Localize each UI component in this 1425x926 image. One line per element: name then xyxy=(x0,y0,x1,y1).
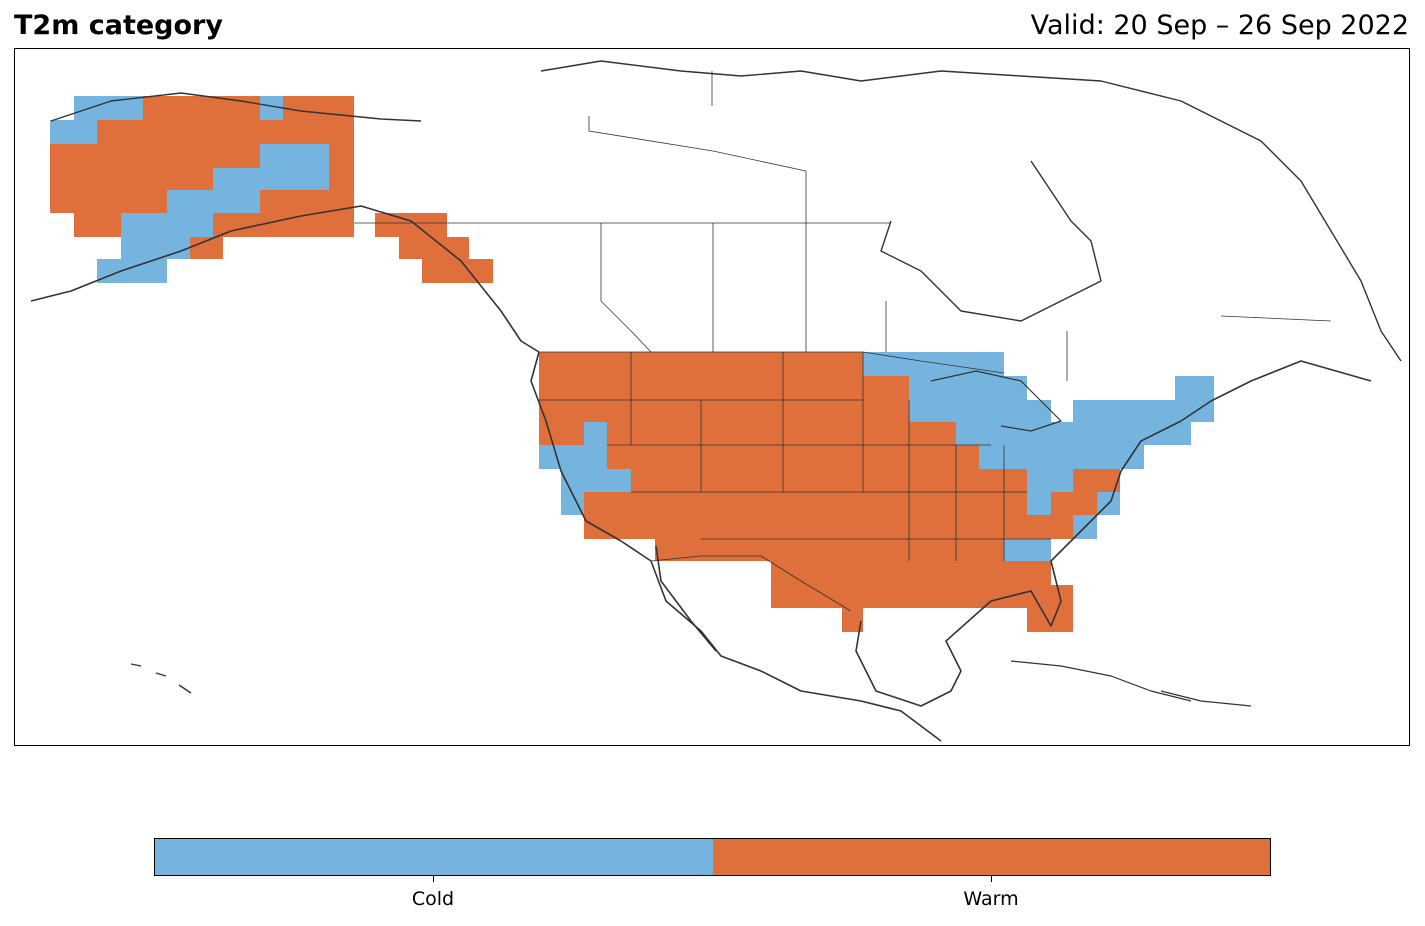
northern-coastline xyxy=(540,60,1402,362)
colorbar-warm-swatch xyxy=(712,839,1270,875)
warm-cell-alaska xyxy=(97,120,354,144)
colorbar xyxy=(154,838,1271,876)
cold-cell-conus xyxy=(909,376,1027,400)
cold-cell-conus xyxy=(539,445,561,469)
canada-territory-border xyxy=(588,116,807,172)
hudson-bay-coastline xyxy=(880,160,1102,322)
arctic-coastline xyxy=(50,92,422,122)
warm-cell-alaska xyxy=(143,96,260,120)
cuba-coastline xyxy=(1010,660,1192,702)
alaska-coastline xyxy=(30,205,540,353)
warm-cell-conus xyxy=(539,352,863,376)
warm-cell-conus xyxy=(1073,469,1120,492)
cold-cell-conus xyxy=(584,422,607,445)
warm-cell-conus xyxy=(539,422,584,445)
warm-cell-conus xyxy=(771,561,1051,585)
cold-cell-alaska xyxy=(167,190,260,213)
warm-cell-conus xyxy=(818,585,887,608)
cold-cell-conus xyxy=(1004,539,1051,561)
cold-cell-conus xyxy=(1073,400,1214,422)
valid-date-range: Valid: 20 Sep – 26 Sep 2022 xyxy=(1030,10,1409,41)
us-mexico-border xyxy=(650,555,852,612)
warm-cell-alaska xyxy=(74,213,121,237)
warm-cell-alaska xyxy=(422,259,493,283)
cold-cell-conus xyxy=(1175,376,1214,400)
cold-cell-conus xyxy=(561,492,584,515)
warm-cell-alaska xyxy=(260,190,354,213)
cold-cell-conus xyxy=(561,469,631,492)
great-lakes-outline xyxy=(930,370,1062,432)
cold-cell-conus xyxy=(909,400,1051,422)
warm-cell-conus xyxy=(842,608,863,632)
map-title: T2m category xyxy=(14,10,223,41)
colorbar-tick-cold xyxy=(433,876,434,882)
map-canvas xyxy=(30,60,1402,742)
canada-province-border xyxy=(600,223,652,353)
west-coastline xyxy=(530,351,942,742)
warm-cell-conus xyxy=(1027,608,1073,632)
cold-cell-alaska xyxy=(260,96,283,120)
warm-cell-conus xyxy=(631,469,1027,492)
cold-cell-conus xyxy=(561,445,607,469)
warm-cell-alaska xyxy=(213,213,354,237)
cold-cell-alaska xyxy=(97,259,167,283)
warm-cell-alaska xyxy=(329,168,354,190)
warm-cell-conus xyxy=(1051,492,1097,515)
warm-cell-conus xyxy=(584,492,1027,515)
warm-cell-conus xyxy=(1051,585,1073,608)
warm-cell-alaska xyxy=(190,237,223,259)
map-panel xyxy=(14,48,1410,746)
cold-cell-alaska xyxy=(50,120,97,144)
hawaii-coastline xyxy=(130,663,192,694)
baja-coastline xyxy=(655,545,717,652)
warm-cell-conus xyxy=(1027,515,1073,539)
cold-cell-alaska xyxy=(213,168,329,190)
cold-cell-alaska xyxy=(121,213,213,237)
colorbar-label-cold: Cold xyxy=(411,888,455,910)
warm-cell-alaska xyxy=(50,144,260,168)
hispaniola-coastline xyxy=(1160,690,1252,707)
warm-cell-alaska xyxy=(283,96,354,120)
warm-cell-alaska xyxy=(329,144,354,168)
quebec-labrador-border xyxy=(1220,315,1332,322)
warm-cell-conus xyxy=(607,422,956,445)
warm-cell-alaska xyxy=(375,213,447,237)
colorbar-tick-warm xyxy=(991,876,992,882)
warm-cell-alaska xyxy=(50,190,167,213)
warm-cell-conus xyxy=(655,539,1004,561)
warm-cell-alaska xyxy=(50,168,213,190)
cold-cell-conus xyxy=(979,445,1144,469)
warm-cell-conus xyxy=(539,376,909,400)
warm-cell-conus xyxy=(607,445,979,469)
cold-cell-alaska xyxy=(260,144,329,168)
gulf-east-coastline xyxy=(855,360,1372,707)
cold-cell-alaska xyxy=(121,237,190,259)
cold-cell-conus xyxy=(1027,469,1073,492)
us-canada-border xyxy=(539,351,1005,374)
warm-cell-conus xyxy=(539,400,909,422)
colorbar-label-warm: Warm xyxy=(963,888,1019,910)
cold-cell-conus xyxy=(1027,492,1051,515)
colorbar-cold-swatch xyxy=(155,839,713,875)
warm-cell-conus xyxy=(584,515,1027,539)
cold-cell-alaska xyxy=(74,96,143,120)
